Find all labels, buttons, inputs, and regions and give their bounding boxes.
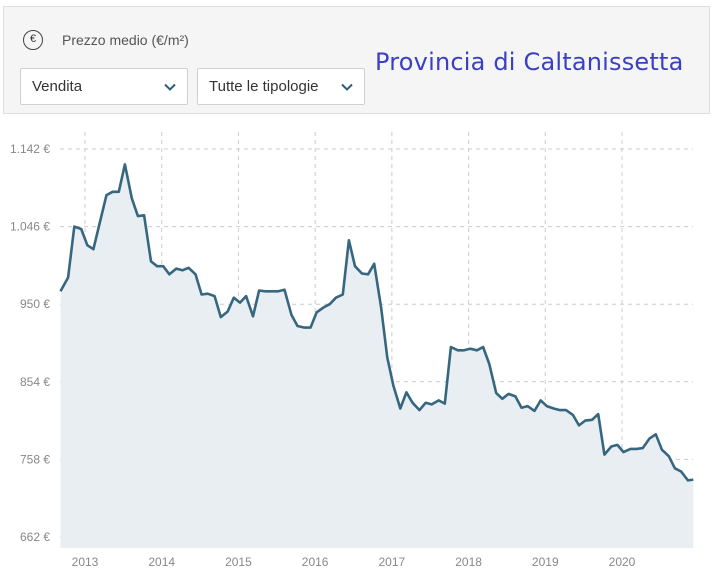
x-tick-label: 2013 (72, 555, 99, 569)
price-area (60, 164, 694, 548)
price-chart: 662 € 758 € 854 € 950 € 1.046 € 1.142 € 2013 20… (10, 132, 694, 569)
euro-icon: € (23, 30, 43, 50)
chart-axis-labels: 662 € 758 € 854 € 950 € 1.046 € 1.142 € 2013 20… (10, 142, 636, 569)
x-tick-label: 2014 (148, 555, 175, 569)
y-tick-label: 950 € (20, 297, 50, 311)
y-tick-label: 1.142 € (10, 142, 50, 156)
type-select-value: Tutte le tipologie (209, 78, 319, 95)
type-select[interactable]: Tutte le tipologie (197, 68, 365, 105)
y-tick-label: 662 € (20, 530, 50, 544)
chevron-down-icon (341, 83, 353, 91)
x-tick-label: 2018 (455, 555, 482, 569)
contract-select[interactable]: Vendita (20, 68, 188, 105)
chevron-down-icon (164, 83, 176, 91)
x-tick-label: 2017 (379, 555, 406, 569)
metric-label: Prezzo medio (€/m²) (62, 32, 189, 48)
y-tick-label: 854 € (20, 375, 50, 389)
contract-select-value: Vendita (32, 78, 83, 95)
x-tick-label: 2020 (609, 555, 636, 569)
y-tick-label: 1.046 € (10, 220, 50, 234)
x-tick-label: 2016 (302, 555, 329, 569)
x-tick-label: 2019 (532, 555, 559, 569)
province-title: Provincia di Caltanissetta (375, 48, 684, 76)
price-line (59, 163, 694, 482)
filter-panel: € Prezzo medio (€/m²) Vendita Tutte le t… (3, 6, 710, 114)
x-tick-label: 2015 (225, 555, 252, 569)
y-tick-label: 758 € (20, 452, 50, 466)
